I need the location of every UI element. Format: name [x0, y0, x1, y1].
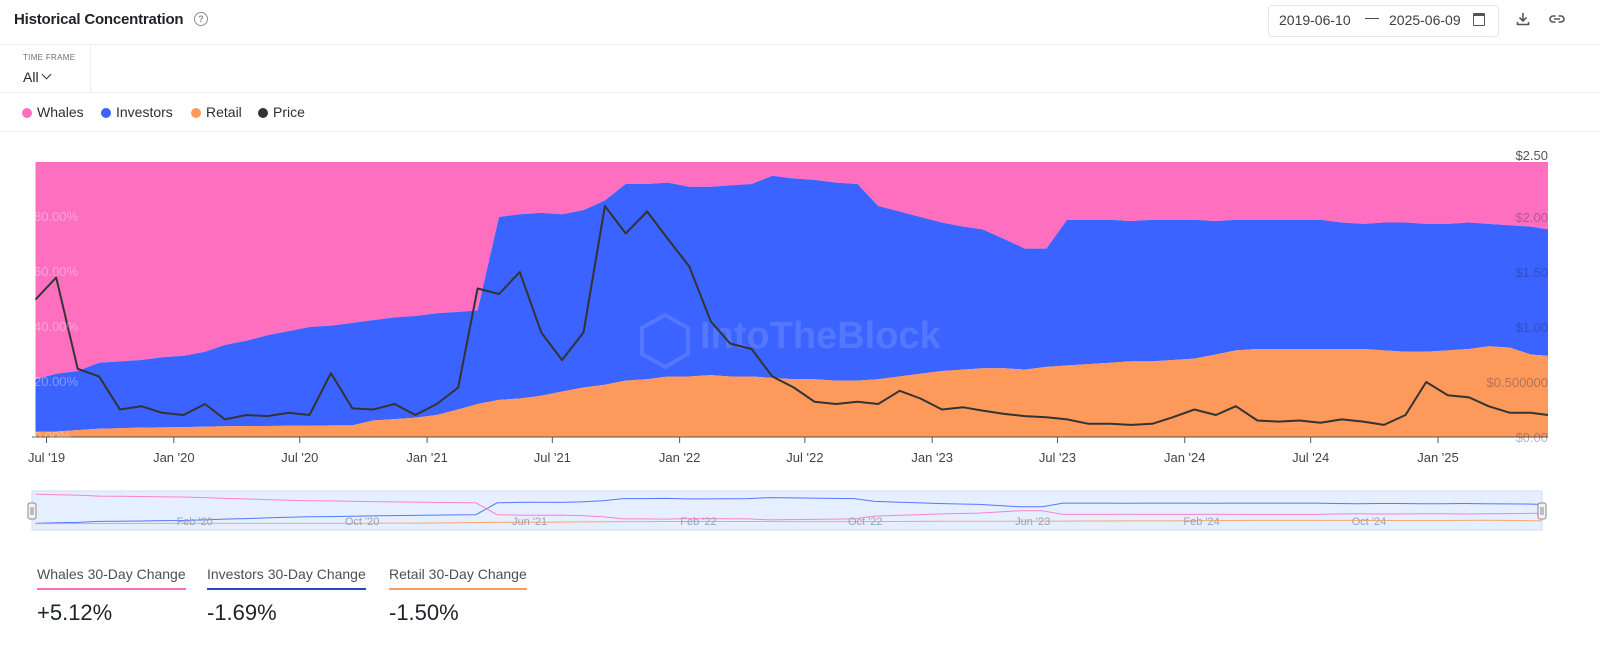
navigator-label: Oct '24: [1352, 516, 1387, 528]
x-tick-label: Jan '22: [659, 450, 701, 465]
timeframe-label: TIME FRAME: [23, 53, 76, 62]
legend-dot-price: [258, 108, 268, 118]
series-area-retail: [35, 346, 1548, 437]
legend-item-retail[interactable]: Retail: [206, 104, 242, 120]
navigator-label: Feb '24: [1183, 516, 1219, 528]
y-right-tick-label: $0.00: [1515, 430, 1548, 445]
x-tick-label: Jul '19: [28, 450, 65, 465]
x-tick-label: Jul '21: [534, 450, 571, 465]
series-area-investors: [35, 175, 1548, 432]
legend: [0, 92, 1600, 132]
navigator-label: Feb '20: [176, 516, 212, 528]
timeframe-value[interactable]: All: [23, 69, 39, 85]
kpi-value-retail: -1.50%: [389, 600, 459, 625]
legend-dot-whales: [22, 108, 32, 118]
x-tick-label: Jan '25: [1417, 450, 1459, 465]
y-right-tick-label: $1.00: [1515, 320, 1548, 335]
legend-item-investors[interactable]: Investors: [116, 104, 173, 120]
x-tick-label: Jan '23: [911, 450, 953, 465]
kpi-label-retail: Retail 30-Day Change: [389, 566, 527, 590]
navigator-label: Feb '22: [680, 516, 716, 528]
y-right-tick-label: $1.50: [1515, 265, 1548, 280]
y-right-tick-label: $2.00: [1515, 210, 1548, 225]
legend-item-price[interactable]: Price: [273, 104, 305, 120]
legend-item-whales[interactable]: Whales: [37, 104, 84, 120]
legend-dot-investors: [101, 108, 111, 118]
navigator-handle-left[interactable]: [27, 502, 37, 520]
series-line-price: [34, 205, 1549, 426]
navigator-line-whales: [35, 493, 1543, 521]
header-bar: [0, 0, 1600, 45]
kpi-value-investors: -1.69%: [207, 600, 277, 625]
navigator-label: Oct '20: [345, 516, 380, 528]
navigator-label: Jun '21: [512, 516, 547, 528]
y-right-tick-label: $2.50: [1515, 148, 1548, 163]
timeframe-selector[interactable]: [4, 44, 91, 92]
download-icon[interactable]: [1515, 11, 1531, 27]
date-separator: —: [1365, 9, 1379, 25]
x-tick-label: Jul '22: [786, 450, 823, 465]
x-tick-label: Jan '24: [1164, 450, 1206, 465]
series-area-whales: [35, 162, 1548, 380]
calendar-icon[interactable]: [1473, 13, 1485, 26]
y-left-tick-label: 20.00%: [34, 374, 79, 389]
x-tick-label: Jan '21: [406, 450, 448, 465]
date-start[interactable]: 2019-06-10: [1279, 12, 1351, 28]
question-circle-icon[interactable]: ?: [194, 12, 208, 26]
navigator-handle-right[interactable]: [1537, 502, 1547, 520]
navigator-line-investors: [35, 497, 1543, 524]
y-right-tick-label: $0.500000: [1487, 375, 1548, 390]
y-left-tick-label: 80.00%: [34, 209, 79, 224]
y-left-tick-label: 40.00%: [34, 319, 79, 334]
x-tick-label: Jul '24: [1292, 450, 1329, 465]
navigator-range: [31, 490, 1543, 531]
page-title: Historical Concentration: [14, 11, 184, 28]
navigator-line-retail: [35, 519, 1543, 525]
date-range-picker[interactable]: [1268, 5, 1499, 37]
y-left-tick-label: 60.00%: [34, 264, 79, 279]
link-icon[interactable]: [1548, 11, 1566, 27]
kpi-value-whales: +5.12%: [37, 600, 113, 625]
watermark: IntoTheBlock: [700, 315, 942, 357]
date-end[interactable]: 2025-06-09: [1389, 12, 1461, 28]
x-tick-label: Jan '20: [153, 450, 195, 465]
navigator-label: Oct '22: [848, 516, 883, 528]
y-left-tick-label: 0.00%: [34, 429, 71, 444]
x-tick-label: Jul '23: [1039, 450, 1076, 465]
concentration-chart[interactable]: IntoTheBlock 0.00% 20.00% 40.00% 60.00% 80.00…: [0, 140, 1600, 540]
kpi-label-investors: Investors 30-Day Change: [207, 566, 366, 590]
navigator-label: Jun '23: [1015, 516, 1050, 528]
watermark-logo-icon: [640, 312, 690, 370]
kpi-label-whales: Whales 30-Day Change: [37, 566, 186, 590]
legend-dot-retail: [191, 108, 201, 118]
x-tick-label: Jul '20: [281, 450, 318, 465]
